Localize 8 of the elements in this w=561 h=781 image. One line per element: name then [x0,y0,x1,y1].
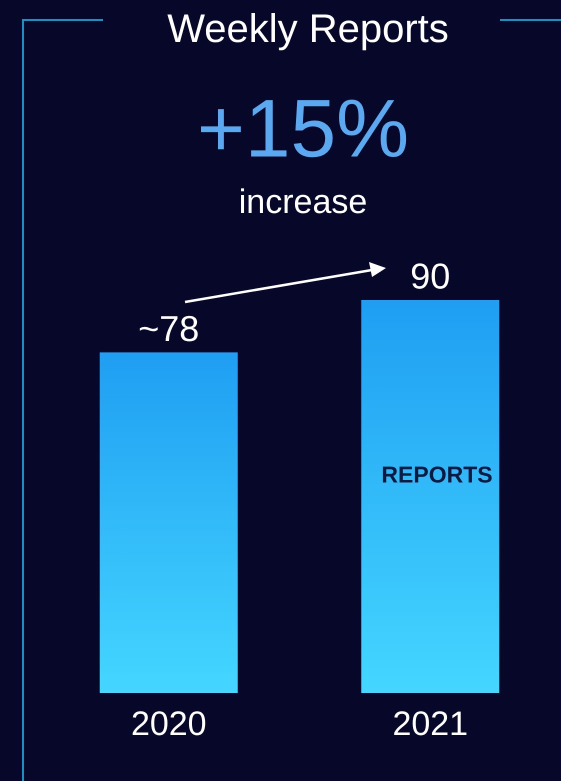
data-label: ~78 [138,308,200,349]
data-label: 90 [410,256,450,296]
text: increase [238,183,368,221]
x-tick-label: 2021 [392,705,468,743]
chart-title: Weekly Reports [167,7,449,51]
annotation: REPORTS [381,462,493,488]
text: +15% [196,84,410,174]
x-tick-label: 2020 [130,705,207,743]
